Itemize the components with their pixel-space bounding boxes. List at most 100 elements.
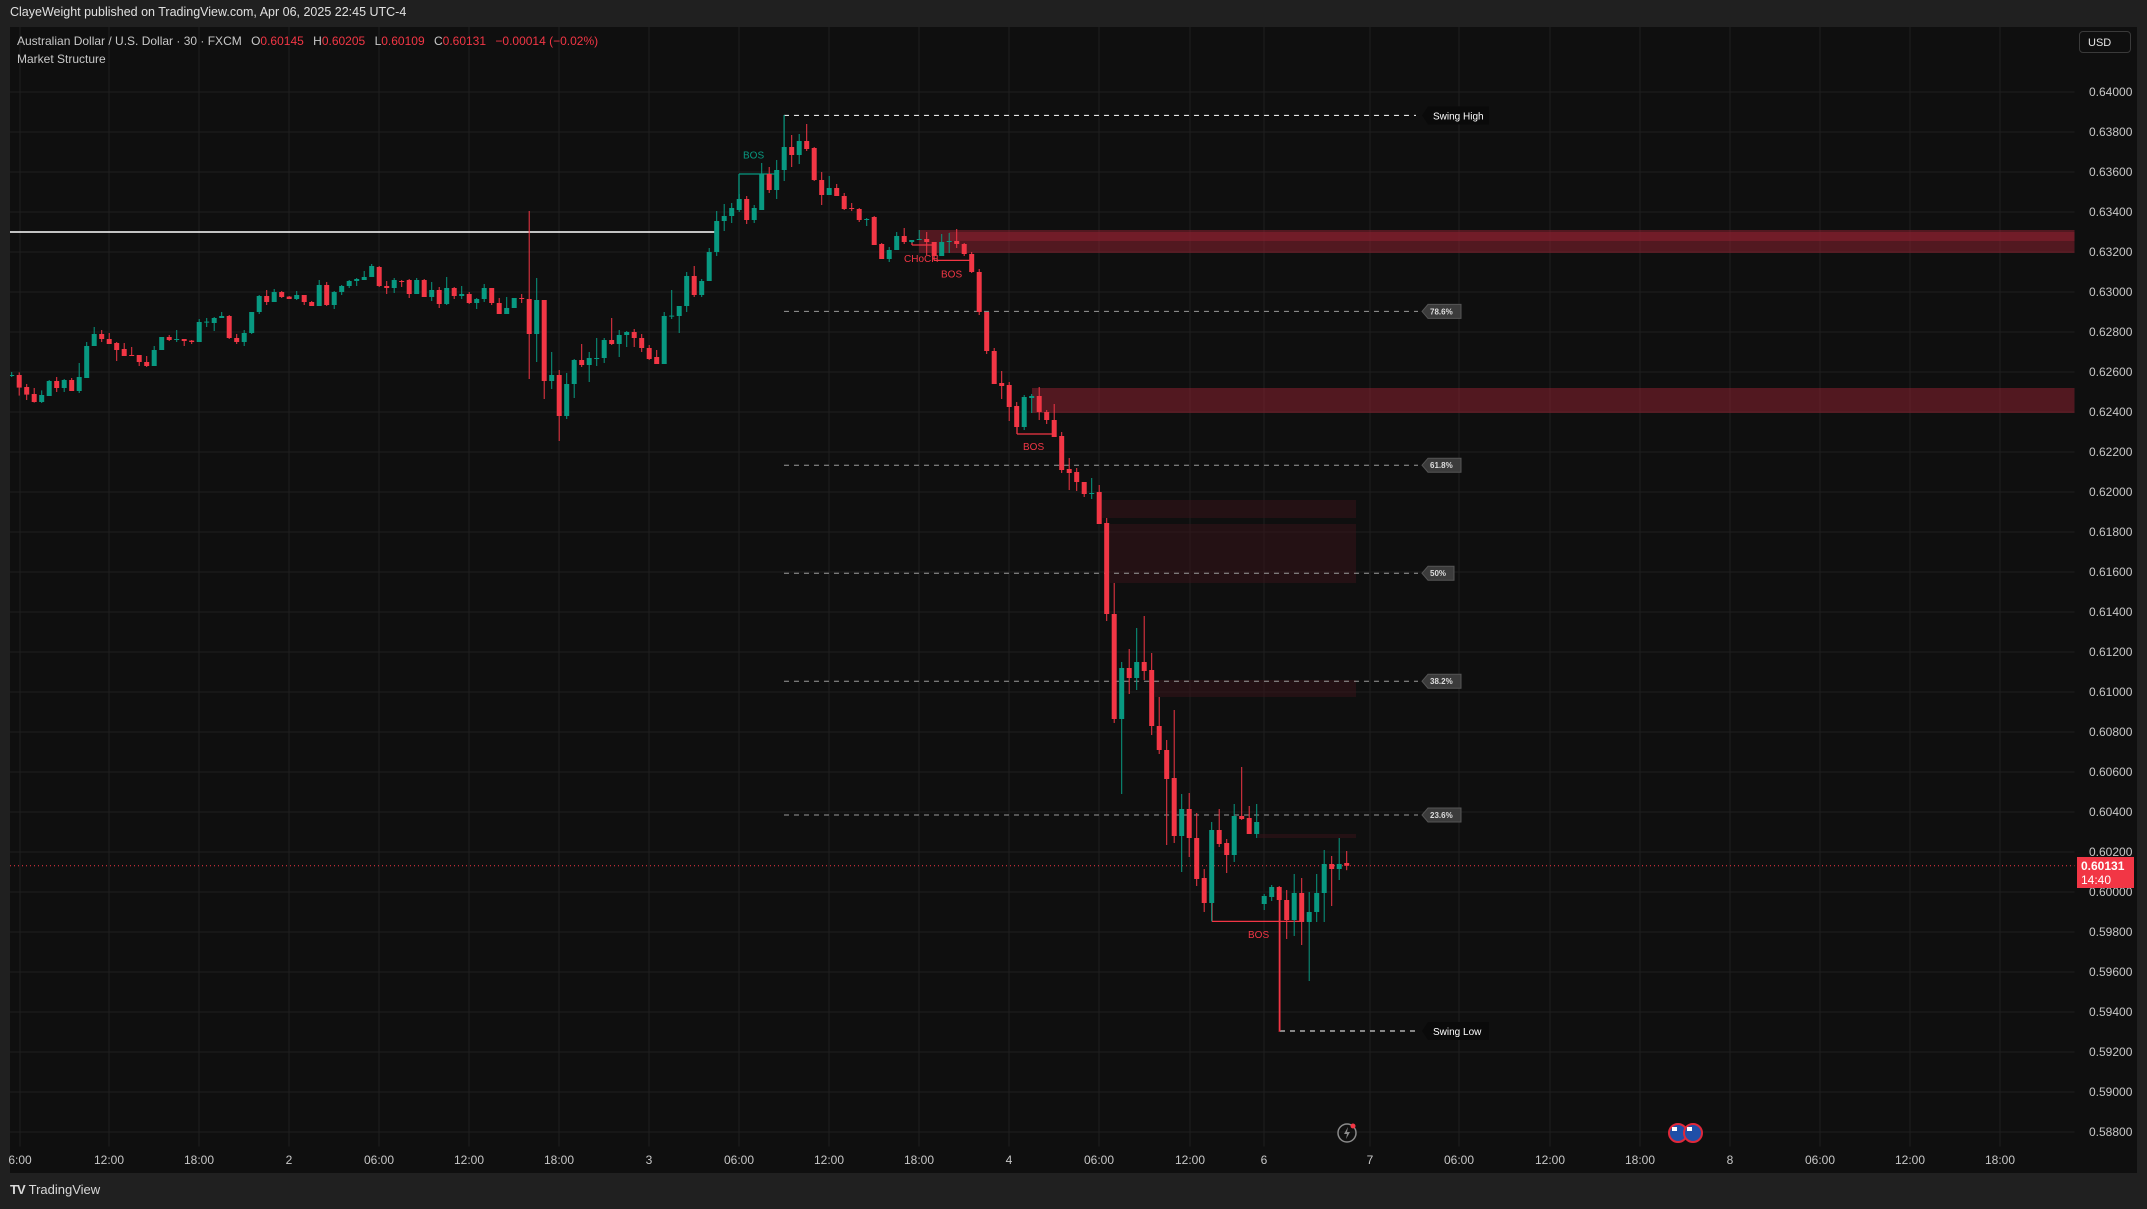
candle-body [376, 267, 382, 286]
change-value: −0.00014 (−0.02%) [495, 34, 599, 48]
price-axis[interactable]: 0.64000 0.63800 0.63600 0.63400 0.63200 0.630… [2089, 85, 2133, 1139]
australia-flag-icon[interactable] [1668, 1123, 1688, 1143]
candle-body [361, 277, 367, 280]
candle-body [1261, 896, 1267, 904]
lightning-icon[interactable] [1337, 1123, 1357, 1143]
candle-body [1081, 482, 1087, 494]
price-tick-label: 0.59400 [2089, 1005, 2133, 1019]
candle-body [534, 300, 540, 334]
candle-body [946, 241, 952, 242]
candle-body [729, 208, 735, 216]
candle-body [481, 288, 487, 299]
candle-body [174, 339, 180, 340]
candle-body [1096, 492, 1102, 524]
structure-break-label: BOS [941, 270, 962, 281]
candle-body [1149, 670, 1155, 726]
candle-body [999, 383, 1005, 386]
candle-body [46, 381, 52, 396]
candle-body [39, 395, 45, 402]
candle-body [271, 292, 277, 302]
time-tick-label: 3 [646, 1153, 653, 1167]
currency-button[interactable]: USD [2079, 31, 2131, 53]
candle-body [76, 377, 82, 391]
candle-body [601, 340, 607, 358]
publish-info: ClayeWeight published on TradingView.com… [10, 5, 407, 19]
candle-body [436, 290, 442, 304]
candle-body [564, 384, 570, 416]
candle-body [1126, 668, 1132, 678]
time-tick-label: 12:00 [814, 1153, 844, 1167]
candle-body [1119, 668, 1125, 719]
price-tick-label: 0.59800 [2089, 925, 2133, 939]
candle-body [31, 394, 37, 402]
candle-body [916, 239, 922, 240]
price-tick-label: 0.62600 [2089, 365, 2133, 379]
bar-countdown: 14:40 [2081, 873, 2112, 887]
candle-body [1344, 863, 1350, 866]
candle-body [369, 266, 375, 277]
candle-body [639, 338, 645, 348]
time-tick-label: 06:00 [364, 1153, 394, 1167]
candle-body [496, 303, 502, 314]
candle-body [834, 188, 840, 196]
candle-body [91, 334, 97, 346]
candle-body [459, 294, 465, 296]
candle-body [826, 188, 832, 195]
candle-body [714, 221, 720, 252]
candle-body [1336, 864, 1342, 869]
price-tick-label: 0.61400 [2089, 605, 2133, 619]
candle-body [286, 296, 292, 299]
candle-body [864, 219, 870, 220]
candle-body [196, 322, 202, 342]
candle-body [324, 285, 330, 305]
symbol-legend[interactable]: Australian Dollar / U.S. Dollar · 30 · F… [17, 34, 598, 48]
candle-body [1044, 412, 1050, 420]
price-tick-label: 0.63800 [2089, 125, 2133, 139]
symbol-name: Australian Dollar / U.S. Dollar · 30 · F… [17, 34, 242, 48]
candle-body [84, 346, 90, 378]
high-value: 0.60205 [321, 34, 366, 48]
candle-body [264, 296, 270, 302]
time-tick-label: 6 [1261, 1153, 1268, 1167]
footer-brand[interactable]: TradingView [28, 1182, 101, 1197]
time-tick-label: 18:00 [1985, 1153, 2015, 1167]
study-name[interactable]: Market Structure [17, 52, 106, 66]
candle-body [279, 292, 285, 297]
order-block-zone [1102, 500, 1356, 518]
candle-body [16, 375, 22, 388]
australia-flag-icon[interactable] [1683, 1123, 1703, 1143]
candle-body [1134, 662, 1140, 678]
chart-pane[interactable] [10, 27, 2137, 1173]
open-value: 0.60145 [260, 34, 304, 48]
candle-body [1141, 662, 1147, 671]
candle-body [144, 362, 150, 366]
time-tick-label: 2 [286, 1153, 293, 1167]
candle-body [804, 141, 810, 149]
fib-level-tag [1421, 565, 1455, 581]
candle-body [421, 280, 427, 297]
candle-body [1321, 864, 1327, 893]
candle-body [669, 315, 675, 317]
time-tick-label: 18:00 [904, 1153, 934, 1167]
candle-body [871, 217, 877, 245]
candle-body [451, 288, 457, 296]
candle-body [931, 242, 937, 256]
time-axis[interactable]: 6:00 12:00 18:00 2 06:00 12:00 18:00 3 06:00 12:0… [8, 1153, 2015, 1167]
candle-body [1059, 436, 1065, 470]
candle-body [1269, 887, 1275, 897]
swing-high-label: Swing High [1433, 111, 1484, 122]
candle-body [556, 375, 562, 416]
tradingview-logo-icon[interactable]: TV [10, 1182, 26, 1197]
time-tick-label: 06:00 [724, 1153, 754, 1167]
candle-body [99, 334, 105, 339]
candle-body [151, 350, 157, 366]
candle-body [586, 358, 592, 365]
candle-body [984, 312, 990, 351]
candle-body [69, 380, 75, 391]
candle-body [316, 285, 322, 306]
candle-body [1066, 469, 1072, 473]
candle-body [969, 254, 975, 272]
candle-body [1021, 397, 1027, 427]
candle-body [796, 141, 802, 155]
